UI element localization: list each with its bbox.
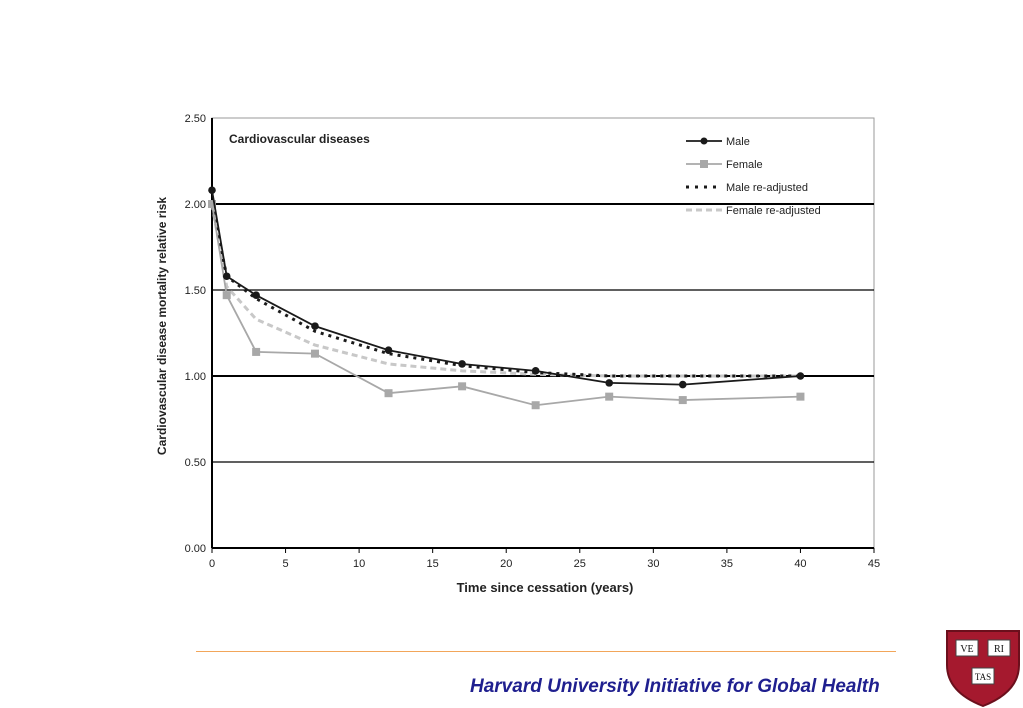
series-line-female <box>211 203 801 407</box>
legend-marker <box>700 137 708 145</box>
legend-marker <box>700 160 708 168</box>
footer-divider <box>196 651 896 652</box>
female-data-point <box>208 200 216 208</box>
y-tick-labels: 0.00 0.50 1.00 1.50 2.00 2.50 <box>185 113 206 555</box>
x-tick-labels: 0 5 10 15 20 25 30 35 40 45 <box>209 558 880 570</box>
x-tick-label: 0 <box>209 558 215 570</box>
y-tick-label: 0.00 <box>185 543 206 555</box>
x-tick-label: 25 <box>574 558 586 570</box>
x-tick-label: 40 <box>794 558 806 570</box>
male-data-point <box>458 360 466 368</box>
svg-text:RI: RI <box>994 644 1004 655</box>
data-series <box>208 186 805 410</box>
female-data-point <box>384 389 393 398</box>
male-data-point <box>311 322 319 330</box>
female-data-point <box>458 382 467 391</box>
x-tick-label: 15 <box>427 558 439 570</box>
series-line-male-re-adjusted <box>210 203 801 378</box>
male-data-point <box>208 186 216 195</box>
y-tick-label: 1.50 <box>185 285 206 297</box>
chart-title: Cardiovascular diseases <box>229 132 370 146</box>
legend-label: Female <box>726 159 763 171</box>
female-data-point <box>252 347 261 356</box>
female-data-point <box>678 396 687 405</box>
female-data-point <box>310 349 319 358</box>
y-axis-label: Cardiovascular disease mortality relativ… <box>155 197 169 455</box>
legend-label: Male <box>726 136 750 148</box>
female-data-point <box>605 392 614 401</box>
female-data-point <box>796 392 805 401</box>
y-tick-label: 1.00 <box>185 371 206 383</box>
female-data-point <box>531 401 540 410</box>
male-data-point <box>384 346 393 355</box>
y-tick-label: 0.50 <box>185 457 206 469</box>
x-tick-label: 35 <box>721 558 733 570</box>
male-data-point <box>796 372 805 380</box>
y-tick-label: 2.00 <box>185 199 206 211</box>
cvd-relative-risk-chart: 0.00 0.50 1.00 1.50 2.00 2.50 0 5 10 15 20 25 30 35 4… <box>155 113 880 595</box>
male-data-point <box>678 380 687 389</box>
footer-institution-name: Harvard University Initiative for Global… <box>470 676 880 697</box>
x-tick-label: 30 <box>647 558 659 570</box>
male-data-point <box>605 379 613 387</box>
x-tick-label: 45 <box>868 558 880 570</box>
y-tick-label: 2.50 <box>185 113 206 125</box>
harvard-shield-logo: VE RI TAS <box>946 630 1020 707</box>
series-line-male <box>211 190 801 386</box>
legend-label: Female re-adjusted <box>726 205 821 217</box>
male-data-point <box>222 272 231 281</box>
male-data-point <box>252 291 260 299</box>
x-axis-label: Time since cessation (years) <box>457 580 634 595</box>
svg-text:TAS: TAS <box>975 672 991 682</box>
legend: Male Female Male re-adjusted Female re-adju… <box>686 136 821 217</box>
female-data-point <box>222 291 231 300</box>
svg-text:VE: VE <box>960 644 973 655</box>
legend-label: Male re-adjusted <box>726 182 808 194</box>
male-data-point <box>531 367 540 375</box>
x-tick-label: 10 <box>353 558 365 570</box>
x-tick-label: 5 <box>282 558 288 570</box>
x-tick-label: 20 <box>500 558 512 570</box>
